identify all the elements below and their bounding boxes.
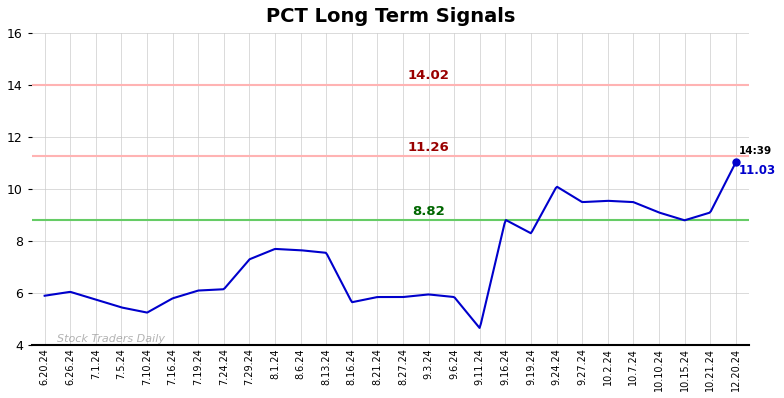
Text: 8.82: 8.82 — [412, 205, 445, 218]
Title: PCT Long Term Signals: PCT Long Term Signals — [266, 7, 515, 26]
Text: 11.03: 11.03 — [739, 164, 775, 177]
Text: 14.02: 14.02 — [408, 69, 449, 82]
Text: 14:39: 14:39 — [739, 146, 771, 156]
Text: 11.26: 11.26 — [408, 141, 449, 154]
Text: Stock Traders Daily: Stock Traders Daily — [57, 334, 165, 344]
